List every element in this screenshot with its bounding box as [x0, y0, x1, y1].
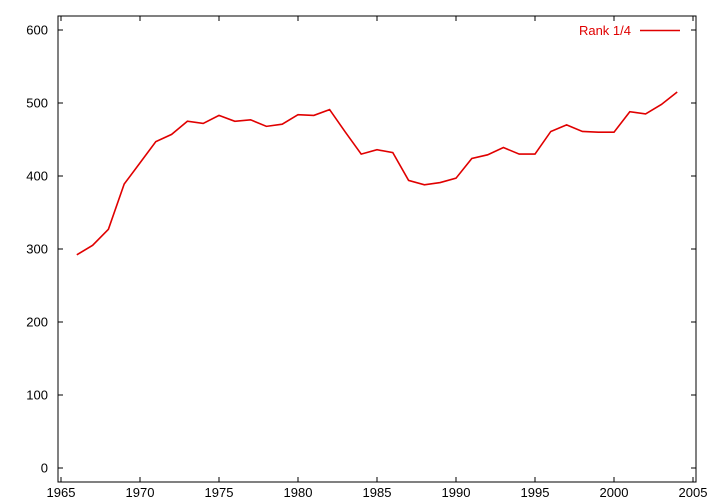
plot-frame: [57, 15, 697, 483]
series-layer: [76, 91, 678, 256]
y-tick-label: 500: [26, 96, 48, 111]
x-tick-label: 1965: [47, 485, 76, 500]
x-tick-label: 2000: [600, 485, 629, 500]
y-tick-label: 600: [26, 23, 48, 38]
legend-label: Rank 1/4: [579, 23, 631, 38]
x-tick-label: 1970: [126, 485, 155, 500]
x-tick-label: 2005: [679, 485, 708, 500]
x-tick-label: 1980: [284, 485, 313, 500]
x-tick-label: 1990: [442, 485, 471, 500]
series-line-rank-1-4: [76, 91, 678, 256]
legend: Rank 1/4: [579, 23, 680, 38]
y-tick-label: 0: [41, 461, 48, 476]
y-tick-label: 200: [26, 315, 48, 330]
x-tick-label: 1985: [363, 485, 392, 500]
y-tick-label: 400: [26, 169, 48, 184]
x-tick-label: 1975: [205, 485, 234, 500]
y-tick-label: 100: [26, 388, 48, 403]
y-tick-label: 300: [26, 242, 48, 257]
x-tick-label: 1995: [521, 485, 550, 500]
ticks-layer: 1965 1970 1975 1980 1985 1990 1995 2000 2005 0 100…: [26, 16, 707, 500]
